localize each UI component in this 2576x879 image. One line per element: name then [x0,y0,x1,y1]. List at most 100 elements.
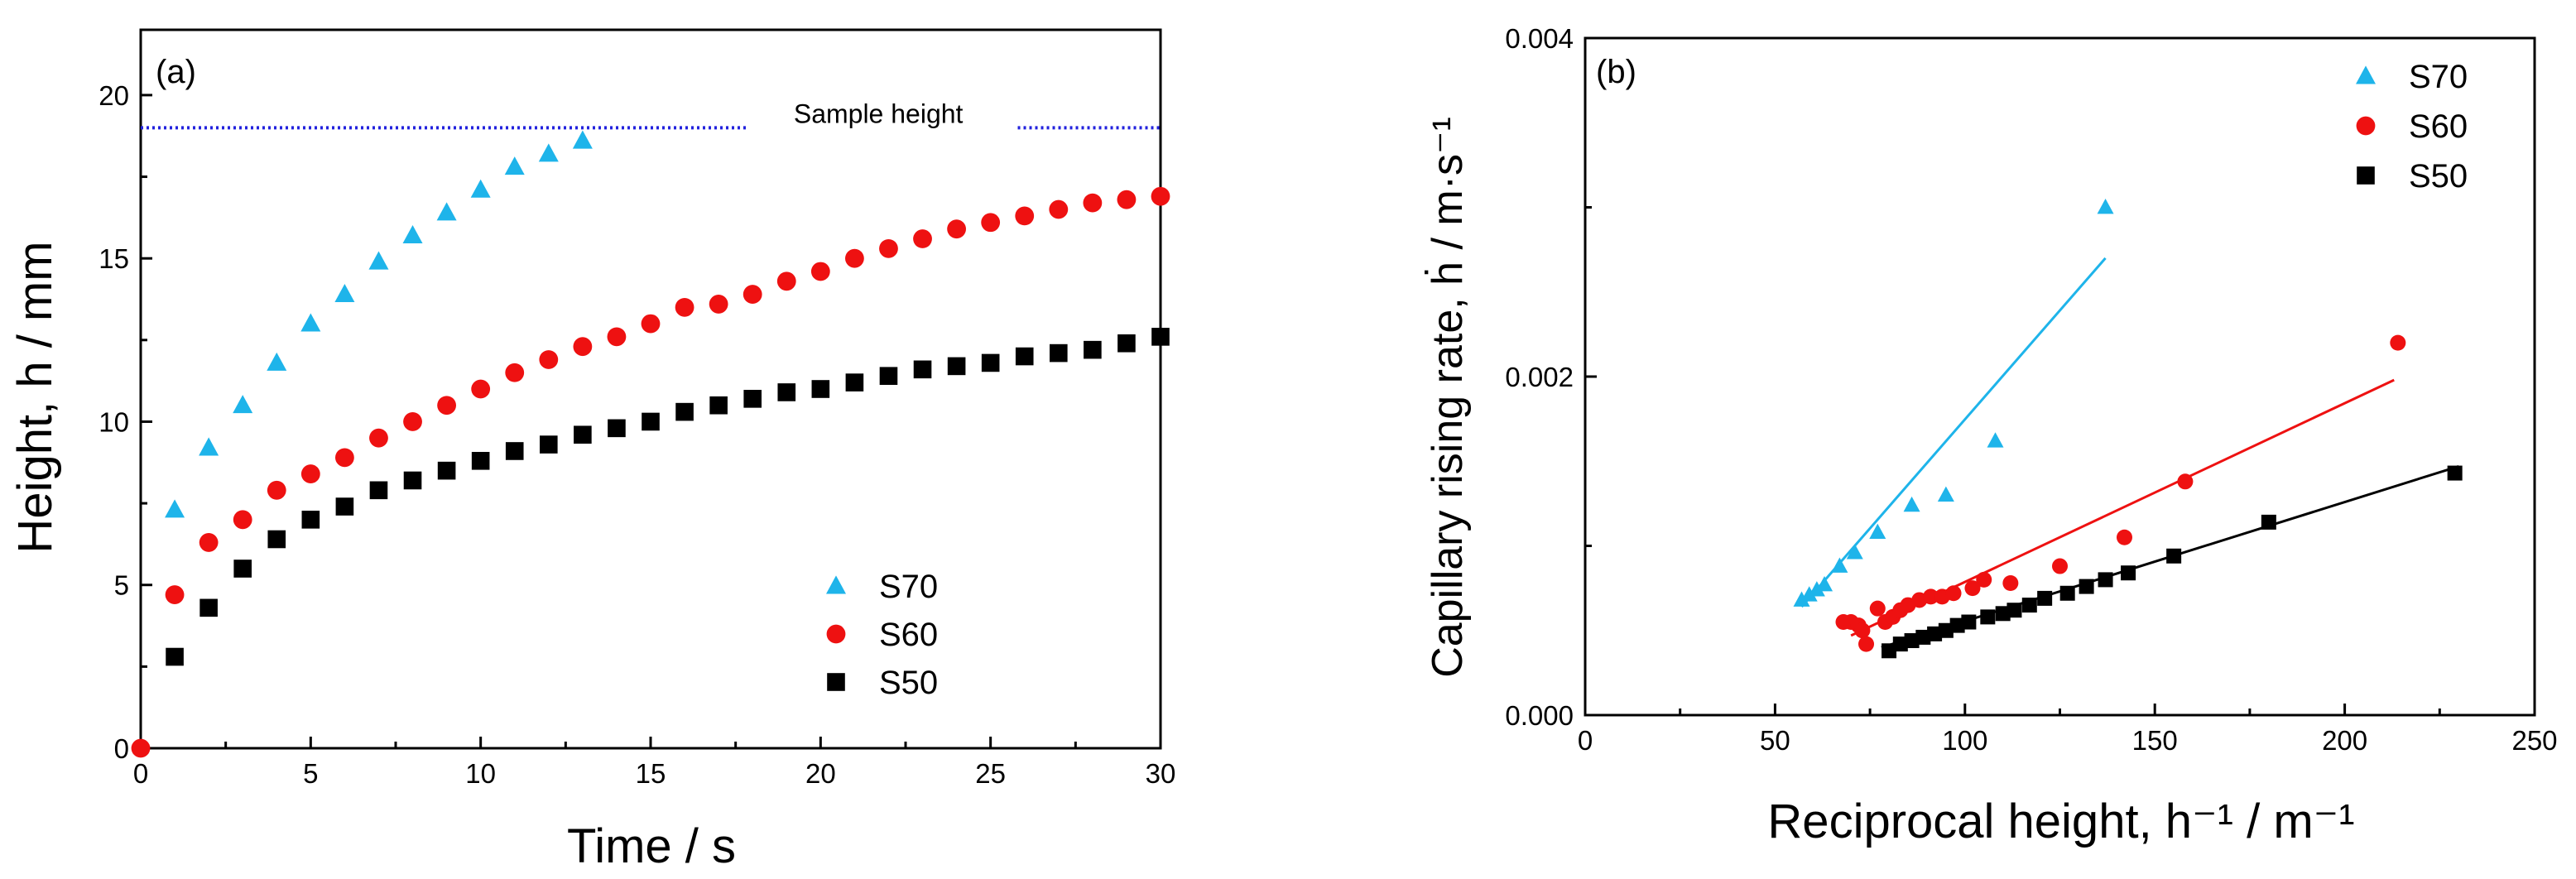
panel-a-point-s60 [810,262,830,281]
panel-b-point-s50 [2006,603,2022,618]
panel-a-point-s60 [1015,206,1035,226]
panel-a-point-s60 [233,510,252,530]
panel-b-point-s50 [1904,633,1920,649]
panel-a-point-s60 [369,428,388,448]
panel-a-y-tick-label: 20 [99,80,129,111]
panel-a-point-s50 [845,373,864,391]
panel-a-point-s50 [811,380,830,398]
panel-a-y-tick-label: 5 [114,570,129,601]
panel-a-y-tick-label: 10 [99,406,129,437]
panel-a-point-s70 [334,283,355,303]
panel-b-point-s50 [1949,617,1965,633]
panel-b-point-s70 [1937,486,1954,502]
panel-a-point-s60 [845,248,864,268]
panel-b-chart: (b) Reciprocal height, h⁻¹ / m⁻¹ Capilla… [1424,23,2558,848]
panel-b-point-s70 [2097,199,2114,214]
panel-b-x-tick-label: 150 [2132,725,2178,756]
panel-a-point-s70 [436,202,457,221]
panel-b-legend-label-s50: S50 [2409,158,2468,195]
panel-b-point-s60 [2116,529,2132,545]
panel-a-point-s60 [776,271,796,291]
panel-a-point-s50 [369,481,388,500]
panel-a-point-s50 [879,367,898,386]
panel-b-x-tick-label: 0 [1578,725,1593,756]
panel-a-plot-frame [139,28,1162,750]
panel-a-point-s60 [981,213,1001,233]
panel-b-label: (b) [1596,54,1636,90]
panel-a-point-s60 [335,448,354,468]
panel-a-y-tick-label: 15 [99,243,129,274]
panel-a-point-s70 [165,499,185,518]
panel-b-point-s50 [2059,585,2075,601]
panel-a-point-s50 [199,598,218,617]
panel-b-legend-marker-s60 [2356,116,2376,136]
panel-a-legend-label-s60: S60 [879,617,938,653]
panel-a-y-axis-title-text: Height, h / mm [8,241,62,553]
panel-b-point-s60 [2177,473,2194,490]
panel-b-point-s70 [1831,557,1848,573]
panel-b-x-tick-label: 200 [2322,725,2367,756]
panel-a-x-tick-label: 10 [465,758,496,789]
panel-b-x-tick-label: 100 [1942,725,1987,756]
panel-b-y-tick-label: 0.002 [1505,362,1574,392]
panel-a-point-s50 [1117,334,1136,353]
panel-a-point-s50 [301,511,320,529]
panel-a-point-s60 [471,379,491,399]
panel-a-point-s60 [539,350,559,369]
panel-a-legend-label-s50: S50 [879,665,938,701]
panel-b-point-s50 [1980,609,1996,625]
panel-a-point-s50 [981,353,1000,372]
panel-a-point-s70 [538,143,559,162]
panel-a-x-tick-label: 5 [303,758,318,789]
panel-a-point-s50 [437,461,456,480]
panel-a-x-tick-label: 20 [805,758,836,789]
panel-b-point-s70 [1816,576,1833,592]
panel-b-point-s60 [1858,636,1875,652]
panel-b-x-axis-title: Reciprocal height, h⁻¹ / m⁻¹ [1767,795,2354,848]
panel-b-point-s70 [1800,586,1818,602]
panel-a-y-tick-label: 0 [114,733,129,764]
panel-a-point-s50 [471,452,490,470]
panel-a-point-s60 [1083,193,1103,213]
panel-a-point-s50 [540,435,558,454]
panel-a-point-s50 [335,497,354,516]
panel-a-point-s50 [505,442,524,460]
panel-a-point-s70 [402,224,423,244]
panel-b-point-s50 [2079,579,2094,594]
panel-b-point-s60 [1869,600,1886,617]
panel-a-point-s60 [1117,190,1137,209]
panel-a-x-tick-label: 30 [1146,758,1176,789]
panel-a-point-s50 [403,471,422,490]
panel-a-point-s60 [675,297,694,317]
panel-b-point-s50 [1882,643,1897,659]
panel-a-point-s70 [199,437,219,456]
panel-a-point-s60 [131,738,151,758]
panel-b-y-axis-title-text: Capillary rising rate, ḣ / m·s⁻¹ [1424,117,1472,678]
panel-a-label: (a) [156,54,196,90]
panel-b-point-s50 [1995,606,2011,622]
panel-a-legend-label-s70: S70 [879,569,938,605]
panel-a-point-s70 [267,352,287,371]
panel-b-point-s50 [1938,622,1954,638]
panel-b-fit-line-s70 [1800,257,2107,608]
panel-a-x-tick-label: 0 [133,758,148,789]
panel-b-legend-marker-s70 [2356,65,2376,84]
panel-b-point-s50 [1927,626,1943,641]
panel-a-point-s60 [913,229,932,248]
panel-a-point-s50 [1050,343,1068,363]
panel-b-point-s50 [2166,548,2182,564]
panel-a-point-s60 [403,412,422,431]
panel-b-legend-label-s70: S70 [2409,59,2468,95]
panel-a-point-s50 [642,412,660,431]
panel-a-point-s60 [199,533,219,552]
panel-a-legend-marker-s70 [826,575,846,594]
panel-b-point-s70 [1987,432,2004,448]
panel-a-point-s60 [1151,186,1170,206]
panel-a-point-s50 [743,390,762,408]
panel-b-point-s50 [1892,636,1908,652]
panel-b-point-s50 [1915,629,1931,645]
panel-a-point-s60 [437,396,456,415]
panel-b-point-s50 [2121,565,2136,581]
panel-b-point-s60 [1923,588,1939,605]
